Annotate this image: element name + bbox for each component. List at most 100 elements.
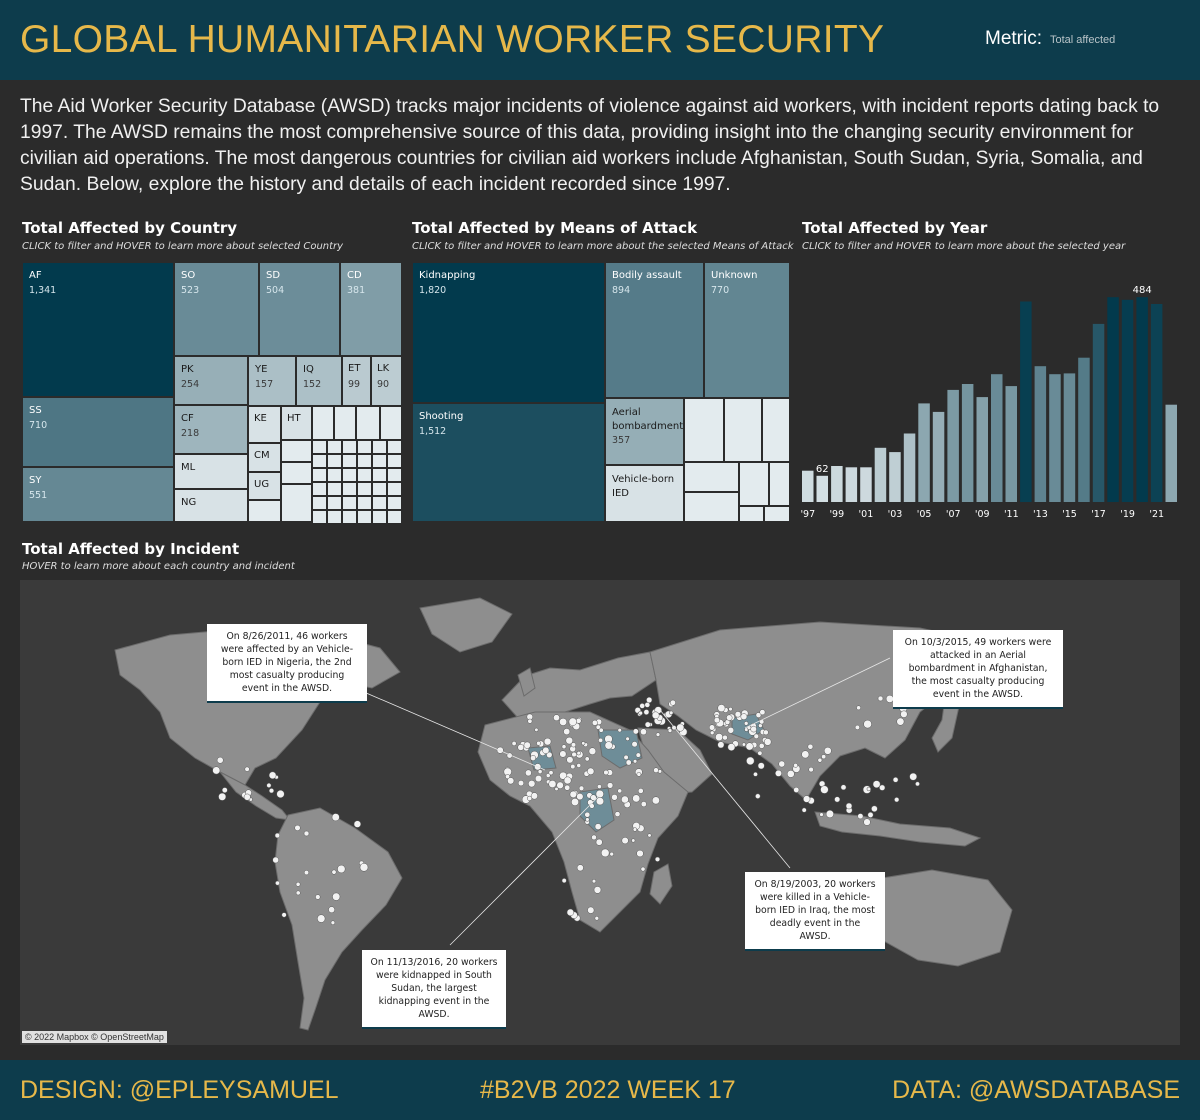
incident-dot[interactable] <box>534 727 539 732</box>
treemap-tile-minor[interactable] <box>357 510 372 524</box>
incident-dot[interactable] <box>556 781 564 789</box>
incident-dot[interactable] <box>727 743 736 751</box>
incident-dot[interactable] <box>803 795 811 803</box>
incident-dot[interactable] <box>722 734 728 741</box>
incident-dot[interactable] <box>328 906 335 914</box>
treemap-tile-minor[interactable] <box>387 482 402 496</box>
treemap-tile-ug[interactable]: UG <box>248 472 281 500</box>
incident-dot[interactable] <box>625 736 630 741</box>
incident-dot[interactable] <box>708 724 716 731</box>
treemap-tile-minor[interactable] <box>312 440 327 454</box>
incident-dot[interactable] <box>595 789 604 799</box>
treemap-tile-minor[interactable] <box>372 468 387 482</box>
incident-dot[interactable] <box>651 796 660 805</box>
bar-07[interactable] <box>947 389 959 502</box>
map-attribution[interactable]: © 2022 Mapbox © OpenStreetMap <box>22 1031 167 1043</box>
incident-dot[interactable] <box>635 752 641 758</box>
treemap-tile-minor[interactable] <box>312 406 334 440</box>
treemap-tile-minor[interactable] <box>327 440 342 454</box>
treemap-tile-cd[interactable]: CD 381 <box>340 262 402 356</box>
incident-dot[interactable] <box>598 727 604 733</box>
incident-dot[interactable] <box>266 782 272 788</box>
incident-dot[interactable] <box>565 736 574 745</box>
treemap-tile-ke[interactable]: KE <box>248 406 281 443</box>
incident-map[interactable]: On 8/26/2011, 46 workers were affected b… <box>20 580 1180 1045</box>
incident-dot[interactable] <box>570 764 576 770</box>
treemap-tile-minor[interactable] <box>372 482 387 496</box>
bar-18[interactable] <box>1107 297 1119 502</box>
incident-dot[interactable] <box>625 759 632 766</box>
incident-dot[interactable] <box>637 788 644 794</box>
metric-selector[interactable]: Total affected <box>1050 34 1116 46</box>
bar-13[interactable] <box>1034 366 1047 502</box>
incident-dot[interactable] <box>807 743 814 750</box>
incident-dot[interactable] <box>755 793 761 799</box>
incident-dot[interactable] <box>332 892 341 901</box>
incident-dot[interactable] <box>834 796 841 803</box>
incident-dot[interactable] <box>632 827 638 832</box>
incident-dot[interactable] <box>545 773 551 778</box>
treemap-tile-minor[interactable] <box>342 496 357 510</box>
incident-dot[interactable] <box>734 711 742 718</box>
treemap-tile-minor[interactable] <box>327 482 342 496</box>
incident-dot[interactable] <box>632 759 638 764</box>
incident-dot[interactable] <box>617 788 623 794</box>
incident-dot[interactable] <box>740 713 748 720</box>
treemap-tile-minor[interactable] <box>739 462 769 506</box>
incident-dot[interactable] <box>915 781 920 787</box>
incident-dot[interactable] <box>609 851 614 857</box>
incident-dot[interactable] <box>757 762 765 770</box>
incident-dot[interactable] <box>353 820 362 828</box>
incident-dot[interactable] <box>598 737 604 743</box>
incident-dot[interactable] <box>591 879 597 884</box>
incident-dot[interactable] <box>315 894 321 900</box>
incident-dot[interactable] <box>757 750 763 756</box>
treemap-tile-et[interactable]: ET 99 <box>342 356 371 406</box>
incident-dot[interactable] <box>632 728 639 735</box>
incident-dot[interactable] <box>631 838 636 843</box>
treemap-tile-minor[interactable] <box>357 482 372 496</box>
treemap-tile-ss[interactable]: SS 710 <box>22 397 174 467</box>
treemap-tile-minor[interactable] <box>312 482 327 496</box>
incident-dot[interactable] <box>713 717 720 724</box>
bar-12[interactable] <box>1020 301 1032 503</box>
incident-dot[interactable] <box>295 881 301 887</box>
incident-dot[interactable] <box>745 742 754 751</box>
treemap-tile-minor[interactable] <box>342 482 357 496</box>
treemap-tile-lk[interactable]: LK 90 <box>371 356 402 406</box>
incident-dot[interactable] <box>614 811 621 817</box>
incident-dot[interactable] <box>303 830 310 837</box>
incident-dot[interactable] <box>542 746 550 754</box>
incident-dot[interactable] <box>896 717 905 726</box>
treemap-tile-pk[interactable]: PK 254 <box>174 356 248 405</box>
treemap-tile-minor[interactable] <box>327 468 342 482</box>
incident-dot[interactable] <box>581 741 586 746</box>
bar-99[interactable] <box>831 466 843 502</box>
incident-dot[interactable] <box>603 769 609 776</box>
incident-dot[interactable] <box>221 787 228 793</box>
incident-dot[interactable] <box>877 695 884 702</box>
incident-dot[interactable] <box>559 771 568 780</box>
bar-10[interactable] <box>991 374 1003 502</box>
incident-dot[interactable] <box>726 714 733 721</box>
incident-dot[interactable] <box>823 746 832 755</box>
incident-dot[interactable] <box>330 920 336 925</box>
incident-dot[interactable] <box>559 717 568 726</box>
incident-dot[interactable] <box>676 723 685 732</box>
treemap-tile-minor[interactable] <box>327 496 342 510</box>
bar-02[interactable] <box>874 447 887 502</box>
incident-dot[interactable] <box>595 838 603 846</box>
treemap-tile-minor[interactable] <box>387 510 402 524</box>
incident-dot[interactable] <box>244 766 250 772</box>
incident-dot[interactable] <box>819 812 824 817</box>
incident-dot[interactable] <box>528 780 536 788</box>
incident-dot[interactable] <box>778 760 786 768</box>
incident-dot[interactable] <box>594 823 602 830</box>
incident-dot[interactable] <box>871 805 878 813</box>
treemap-tile-so[interactable]: SO 523 <box>174 262 259 356</box>
incident-dot[interactable] <box>669 710 674 715</box>
treemap-tile-sy[interactable]: SY 551 <box>22 467 174 522</box>
incident-dot[interactable] <box>755 712 762 718</box>
bar-09[interactable] <box>976 397 989 502</box>
incident-dot[interactable] <box>576 751 581 756</box>
